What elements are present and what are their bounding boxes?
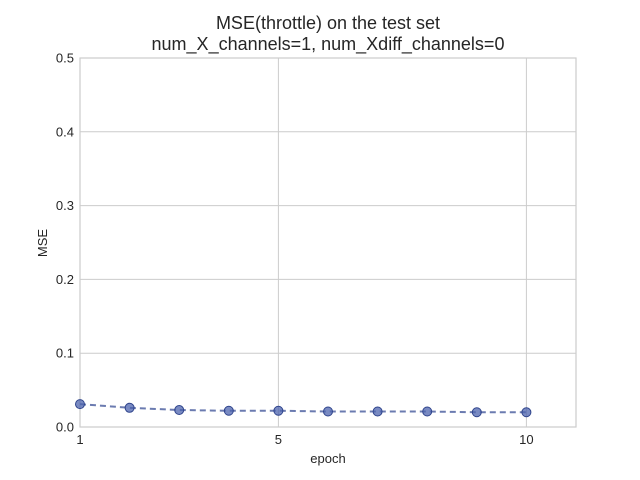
x-axis-label: epoch bbox=[310, 451, 345, 466]
data-point bbox=[471, 407, 482, 418]
plot-area bbox=[79, 57, 577, 428]
data-point bbox=[422, 406, 433, 417]
data-point bbox=[75, 399, 85, 410]
x-tick-label: 5 bbox=[275, 432, 282, 447]
data-point bbox=[124, 402, 135, 413]
data-point bbox=[372, 406, 383, 417]
y-tick-label: 0.0 bbox=[56, 420, 74, 435]
x-tick-label: 1 bbox=[76, 432, 83, 447]
y-tick-label: 0.2 bbox=[56, 272, 74, 287]
y-tick-label: 0.4 bbox=[56, 124, 74, 139]
y-tick-label: 0.5 bbox=[56, 51, 74, 66]
data-point bbox=[323, 406, 333, 417]
series-line bbox=[79, 403, 527, 414]
data-point bbox=[174, 405, 185, 416]
chart-subtitle: num_X_channels=1, num_Xdiff_channels=0 bbox=[152, 34, 505, 55]
x-tick-label: 10 bbox=[519, 432, 533, 447]
data-point bbox=[273, 405, 284, 416]
y-tick-label: 0.3 bbox=[56, 198, 74, 213]
data-point bbox=[521, 407, 532, 418]
series-layer bbox=[75, 399, 532, 418]
y-tick-label: 0.1 bbox=[56, 346, 74, 361]
chart-title: MSE(throttle) on the test set bbox=[216, 13, 440, 33]
data-point bbox=[223, 405, 234, 416]
y-axis-label: MSE bbox=[35, 229, 50, 258]
tick-layer: 0.0 0.1 0.2 0.3 0.4 0.5 1 5 10 bbox=[56, 51, 534, 448]
grid-layer bbox=[79, 57, 576, 428]
